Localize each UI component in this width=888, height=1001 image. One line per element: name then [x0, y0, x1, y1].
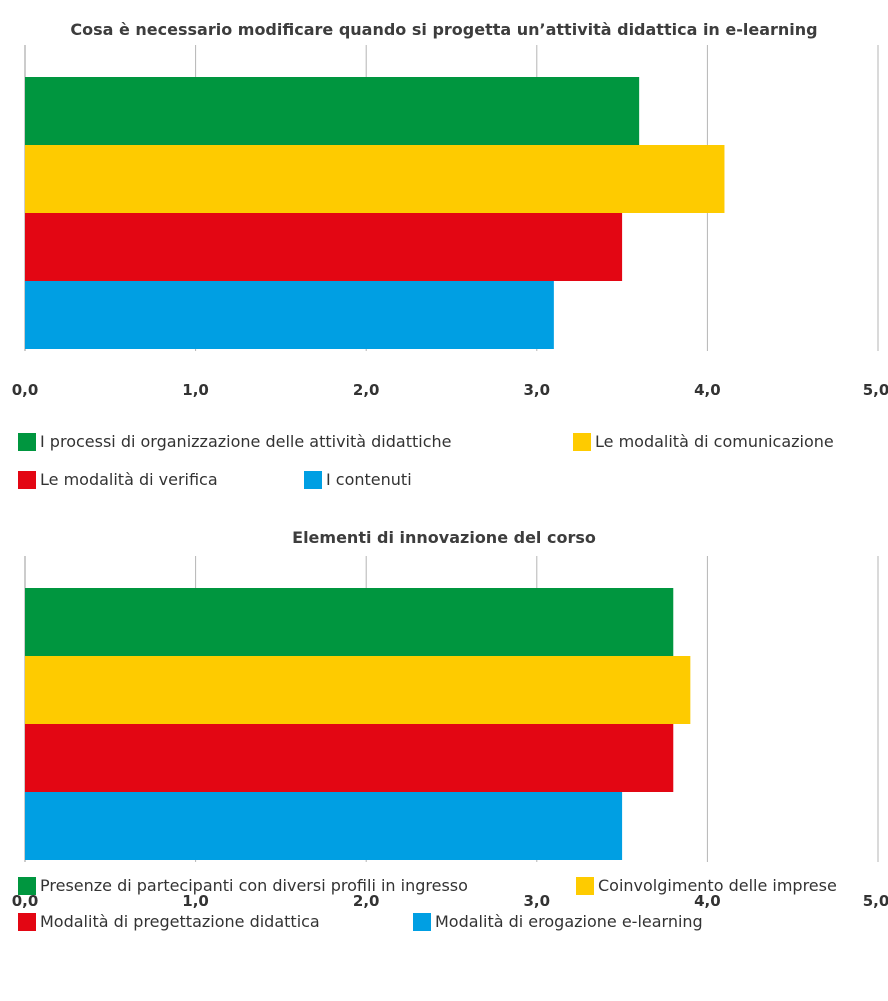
x-tick-label: 2,0	[353, 892, 380, 910]
bar	[25, 77, 640, 145]
x-tick-label: 4,0	[694, 381, 721, 399]
bar	[25, 656, 691, 724]
legend-item: I processi di organizzazione delle attiv…	[18, 432, 451, 451]
legend-label: Presenze di partecipanti con diversi pro…	[40, 876, 468, 895]
x-tick-label: 0,0	[12, 381, 39, 399]
bar	[25, 792, 623, 860]
x-tick-label: 3,0	[524, 892, 551, 910]
legend-label: I contenuti	[326, 470, 412, 489]
legend-swatch	[413, 912, 431, 931]
legend-item: Presenze di partecipanti con diversi pro…	[18, 876, 468, 895]
x-tick-label: 5,0	[863, 381, 888, 399]
legend-item: Le modalità di comunicazione	[573, 432, 834, 451]
bar	[25, 724, 674, 792]
x-tick-label: 4,0	[694, 892, 721, 910]
chart-title: Elementi di innovazione del corso	[292, 528, 596, 547]
legend-label: Modalità di pregettazione didattica	[40, 912, 320, 931]
legend-item: I contenuti	[304, 470, 412, 489]
plot-area: 0,0 1,0 2,0 3,0 4,0 5,0	[12, 45, 888, 399]
bar	[25, 213, 623, 281]
x-tick-label: 1,0	[182, 892, 209, 910]
legend-item: Modalità di pregettazione didattica	[18, 912, 320, 931]
chart-title: Cosa è necessario modificare quando si p…	[70, 20, 818, 39]
chart-2: Elementi di innovazione del corso 0,0 1,0…	[0, 510, 888, 1001]
bar	[25, 145, 725, 213]
x-tick-label: 2,0	[353, 381, 380, 399]
legend-swatch	[18, 470, 36, 489]
bar	[25, 588, 674, 656]
legend-swatch	[304, 470, 322, 489]
x-tick-label: 5,0	[863, 892, 888, 910]
bar	[25, 281, 554, 349]
legend-item: Coinvolgimento delle imprese	[576, 876, 837, 895]
legend-swatch	[18, 912, 36, 931]
legend-swatch	[18, 432, 36, 451]
legend-label: Le modalità di verifica	[40, 470, 218, 489]
legend-item: Modalità di erogazione e-learning	[413, 912, 703, 931]
chart-1: Cosa è necessario modificare quando si p…	[0, 0, 888, 500]
legend-label: I processi di organizzazione delle attiv…	[40, 432, 452, 451]
legend-label: Le modalità di comunicazione	[595, 432, 834, 451]
x-tick-label: 3,0	[524, 381, 551, 399]
x-tick-label: 0,0	[12, 892, 39, 910]
x-tick-label: 1,0	[182, 381, 209, 399]
legend-swatch	[576, 876, 594, 895]
legend-swatch	[573, 432, 591, 451]
plot-area: 0,0 1,0 2,0 3,0 4,0 5,0	[12, 556, 888, 910]
legend-item: Le modalità di verifica	[18, 470, 218, 489]
legend-label: Modalità di erogazione e-learning	[435, 912, 703, 931]
legend-swatch	[18, 876, 36, 895]
legend-label: Coinvolgimento delle imprese	[598, 876, 837, 895]
